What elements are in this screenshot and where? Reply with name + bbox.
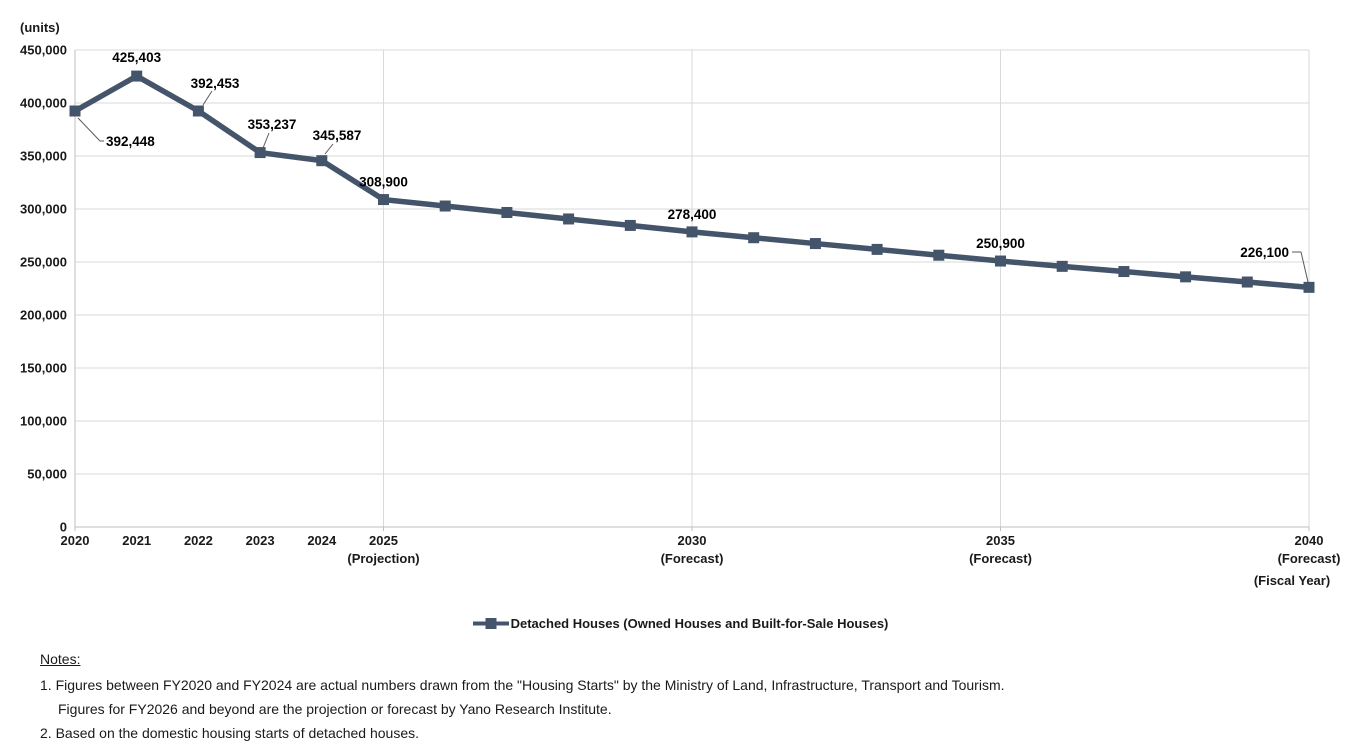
data-label: 250,900 — [976, 236, 1025, 251]
legend: Detached Houses (Owned Houses and Built-… — [0, 612, 1361, 634]
data-point-marker — [809, 238, 821, 250]
line-chart: 0 50,000 100,000 150,000 200,000 250,000 300,0… — [20, 43, 1341, 589]
data-label-leader-line — [324, 143, 334, 155]
y-tick-label: 0 — [60, 520, 67, 535]
data-point-marker — [933, 249, 945, 261]
notes-title: Notes: — [40, 651, 81, 667]
x-tick-label: 2030 — [678, 533, 707, 548]
y-tick-label: 350,000 — [20, 149, 67, 164]
data-label: 226,100 — [1240, 245, 1289, 260]
data-label: 278,400 — [668, 207, 717, 222]
x-tick-sublabel: (Projection) — [347, 551, 419, 566]
data-label: 392,448 — [106, 134, 155, 149]
data-point-marker — [378, 194, 389, 206]
data-label: 425,403 — [112, 50, 161, 65]
y-tick-label: 150,000 — [20, 361, 67, 376]
data-label: 353,237 — [248, 117, 297, 132]
data-point-marker — [192, 105, 204, 117]
x-tick-sublabel: (Forecast) — [1278, 551, 1341, 566]
x-tick-label: 2025 — [369, 533, 398, 548]
y-tick-label: 50,000 — [27, 467, 67, 482]
x-tick-sublabel: (Forecast) — [969, 551, 1032, 566]
data-point-marker — [1303, 281, 1315, 293]
notes-section: Notes: 1. Figures between FY2020 and FY2… — [40, 647, 1005, 745]
data-point-marker — [439, 200, 451, 212]
data-point-marker — [563, 213, 575, 225]
data-point-marker — [686, 226, 698, 238]
data-point-marker — [131, 70, 143, 82]
data-point-marker — [995, 255, 1006, 267]
x-tick-label: 2040 — [1295, 533, 1324, 548]
data-point-marker — [254, 147, 266, 159]
y-tick-label: 100,000 — [20, 414, 67, 429]
note-line-2: 2. Based on the domestic housing starts … — [40, 725, 420, 741]
note-line-1b: Figures for FY2026 and beyond are the pr… — [58, 701, 612, 717]
x-tick-label: 2035 — [986, 533, 1015, 548]
y-tick-label: 400,000 — [20, 96, 67, 111]
data-point-marker — [1241, 276, 1253, 288]
data-point-marker — [69, 105, 81, 117]
fiscal-year-label: (Fiscal Year) — [1254, 573, 1330, 588]
data-point-marker — [316, 155, 328, 167]
data-label-leader-line — [262, 132, 270, 149]
data-point-marker — [624, 219, 636, 231]
data-point-marker — [1180, 271, 1192, 283]
x-tick-sublabel: (Forecast) — [661, 551, 724, 566]
y-tick-label: 250,000 — [20, 255, 67, 270]
x-tick-label: 2020 — [61, 533, 90, 548]
y-tick-label: 200,000 — [20, 308, 67, 323]
note-line-1: 1. Figures between FY2020 and FY2024 are… — [40, 677, 1005, 693]
data-point-marker — [501, 206, 513, 218]
data-label-leader-line — [202, 90, 213, 106]
legend-line-marker-icon — [472, 617, 509, 629]
data-label-leader-line — [77, 117, 104, 142]
data-label: 392,453 — [191, 76, 240, 91]
x-tick-label: 2021 — [122, 533, 151, 548]
data-point-marker — [871, 243, 883, 255]
y-tick-label: 300,000 — [20, 202, 67, 217]
data-label: 345,587 — [313, 128, 362, 143]
data-label: 308,900 — [359, 175, 408, 190]
data-point-marker — [748, 232, 760, 244]
y-axis-units-label: (units) — [20, 20, 60, 35]
legend-label: Detached Houses (Owned Houses and Built-… — [510, 615, 889, 631]
x-tick-label: 2022 — [184, 533, 213, 548]
y-tick-label: 450,000 — [20, 43, 67, 58]
x-tick-label: 2023 — [246, 533, 275, 548]
data-point-marker — [1118, 266, 1130, 278]
data-point-marker — [1056, 260, 1068, 272]
data-label-leader-line — [1292, 251, 1309, 283]
x-tick-label: 2024 — [307, 533, 337, 548]
